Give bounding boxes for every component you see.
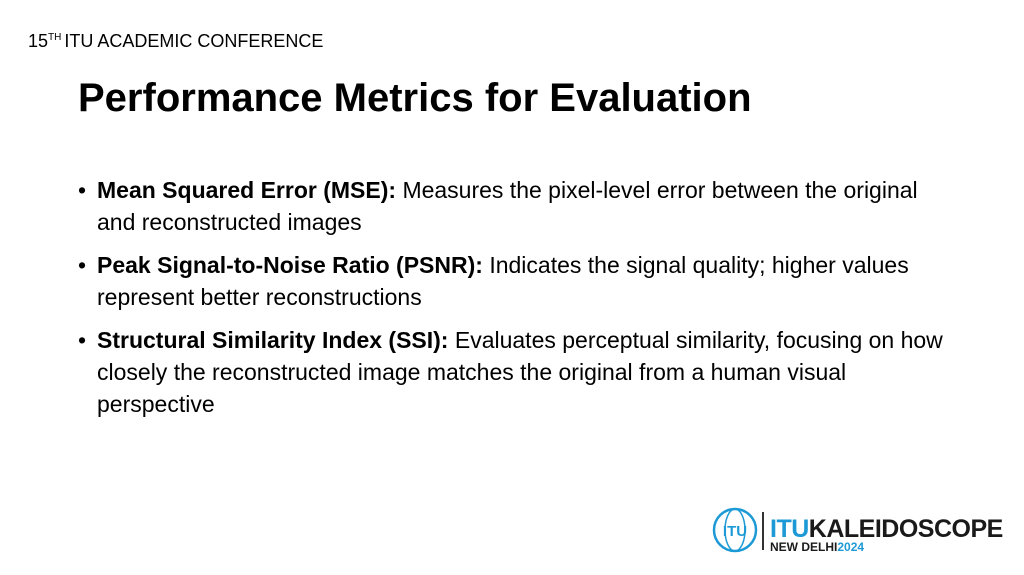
logo-year: 2024 [837,540,864,554]
bullet-term: Mean Squared Error (MSE): [97,177,397,203]
conference-header: 15TH ITU ACADEMIC CONFERENCE [28,31,323,52]
bullet-term: Peak Signal-to-Noise Ratio (PSNR): [97,252,483,278]
logo: ITU ITUKALEIDOSCOPE NEW DELHI2024 [712,507,1003,554]
bullet-text: Measures the pixel-level error between t… [97,177,918,235]
logo-city: NEW DELHI [770,540,837,554]
logo-location: NEW DELHI2024 [770,540,864,554]
bullet-term: Structural Similarity Index (SSI): [97,327,449,353]
bullet-list: Mean Squared Error (MSE): Measures the p… [78,174,948,431]
conference-name: ITU ACADEMIC CONFERENCE [64,31,324,51]
bullet-item: Structural Similarity Index (SSI): Evalu… [78,324,948,420]
bullet-text: Evaluates perceptual similarity, focusin… [97,327,943,417]
bullet-text: Indicates the signal quality; higher val… [97,252,909,310]
conference-number: 15 [28,31,49,51]
logo-meridian [724,508,746,552]
slide-title: Performance Metrics for Evaluation [78,76,752,120]
bullet-item: Peak Signal-to-Noise Ratio (PSNR): Indic… [78,249,948,313]
conference-superscript: TH [48,32,62,43]
logo-brand-a: ITU [770,515,809,543]
logo-emblem: ITU [723,523,747,540]
bullet-item: Mean Squared Error (MSE): Measures the p… [78,174,948,238]
logo-brand-b: KALEIDOSCOPE [809,515,1003,543]
logo-brand: ITUKALEIDOSCOPE [770,515,1003,543]
